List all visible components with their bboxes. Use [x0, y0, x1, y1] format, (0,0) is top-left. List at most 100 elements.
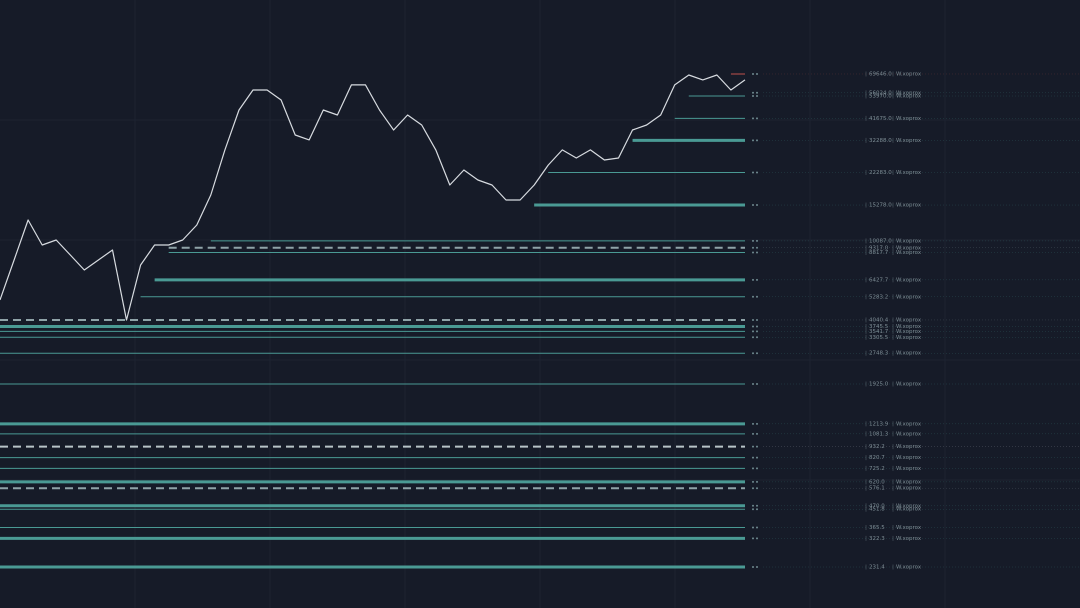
- level-label: 725.2: [869, 466, 885, 472]
- level-dot: [756, 445, 758, 448]
- level-tag: W.xoprox: [896, 444, 922, 450]
- level-tag: W.xoprox: [896, 335, 922, 341]
- level-dot: [756, 278, 758, 281]
- level-dot: [752, 456, 754, 459]
- level-dot: [752, 508, 754, 511]
- level-tag: W.xoprox: [896, 486, 922, 492]
- level-dot: [752, 117, 754, 120]
- level-tag: W.xoprox: [896, 351, 922, 357]
- level-dot: [752, 383, 754, 386]
- level-dot: [756, 526, 758, 529]
- level-label: 576.1: [869, 486, 885, 492]
- level-tag: W.xoprox: [896, 324, 922, 330]
- level-dot: [756, 422, 758, 425]
- level-label: 10087.0: [869, 238, 892, 244]
- level-label: 365.5: [869, 525, 885, 531]
- level-label: 1925.0: [869, 382, 889, 388]
- level-dot: [756, 295, 758, 298]
- level-label: 32288.0: [869, 138, 892, 144]
- level-label: 1081.3: [869, 431, 889, 437]
- level-tag: W.xoprox: [896, 203, 922, 209]
- level-tag: W.xoprox: [896, 170, 922, 176]
- level-tag: W.xoprox: [896, 382, 922, 388]
- level-tag: W.xoprox: [896, 431, 922, 437]
- level-dot: [752, 251, 754, 254]
- level-dot: [756, 504, 758, 507]
- level-dot: [756, 487, 758, 490]
- level-dot: [752, 95, 754, 98]
- level-dot: [752, 352, 754, 355]
- level-label: 932.2: [869, 444, 885, 450]
- level-label: 3305.5: [869, 335, 889, 341]
- level-dot: [756, 117, 758, 120]
- level-label: 41675.0: [869, 116, 892, 122]
- level-dot: [756, 204, 758, 207]
- level-dot: [752, 467, 754, 470]
- level-dot: [756, 325, 758, 328]
- level-label: 53970.0: [869, 94, 892, 100]
- level-dot: [756, 456, 758, 459]
- level-dot: [752, 445, 754, 448]
- level-tag: W.xoprox: [896, 90, 922, 96]
- level-dot: [756, 336, 758, 339]
- level-dot: [752, 318, 754, 321]
- level-dot: [752, 537, 754, 540]
- level-dot: [752, 487, 754, 490]
- level-dot: [756, 566, 758, 569]
- level-dot: [752, 91, 754, 94]
- level-label: 5283.2: [869, 294, 888, 300]
- level-dot: [752, 422, 754, 425]
- level-dot: [752, 325, 754, 328]
- level-dot: [756, 352, 758, 355]
- level-tag: W.xoprox: [896, 479, 922, 485]
- level-label: 451.8: [869, 507, 885, 513]
- level-dot: [752, 480, 754, 483]
- level-dot: [756, 318, 758, 321]
- level-dot: [756, 432, 758, 435]
- level-dot: [752, 239, 754, 242]
- level-dot: [756, 72, 758, 75]
- level-label: 3541.7: [869, 329, 889, 335]
- level-tag: W.xoprox: [896, 466, 922, 472]
- level-dot: [752, 139, 754, 142]
- level-dot: [752, 72, 754, 75]
- level-tag: W.xoprox: [896, 536, 922, 542]
- level-dot: [756, 467, 758, 470]
- level-dot: [756, 139, 758, 142]
- level-tag: W.xoprox: [896, 294, 922, 300]
- level-dot: [752, 278, 754, 281]
- level-label: 3745.5: [869, 324, 889, 330]
- level-tag: W.xoprox: [896, 138, 922, 144]
- level-tag: W.xoprox: [896, 503, 922, 509]
- level-tag: W.xoprox: [896, 71, 922, 77]
- level-dot: [752, 336, 754, 339]
- level-tag: W.xoprox: [896, 238, 922, 244]
- level-tag: W.xoprox: [896, 565, 922, 571]
- level-label: 4040.4: [869, 317, 889, 323]
- level-dot: [752, 504, 754, 507]
- level-tag: W.xoprox: [896, 277, 922, 283]
- level-dot: [756, 246, 758, 249]
- level-dot: [756, 480, 758, 483]
- level-tag: W.xoprox: [896, 116, 922, 122]
- level-tag: W.xoprox: [896, 421, 922, 427]
- level-dot: [756, 537, 758, 540]
- level-label: 56024.0: [869, 90, 892, 96]
- level-tag: W.xoprox: [896, 94, 922, 100]
- level-dot: [752, 526, 754, 529]
- level-label: 231.4: [869, 565, 885, 571]
- level-label: 322.3: [869, 536, 885, 542]
- level-dot: [756, 239, 758, 242]
- level-tag: W.xoprox: [896, 455, 922, 461]
- level-label: 69646.0: [869, 71, 892, 77]
- level-dot: [756, 95, 758, 98]
- level-label: 9317.0: [869, 245, 889, 251]
- level-dot: [756, 330, 758, 333]
- level-label: 620.0: [869, 479, 885, 485]
- level-label: 6427.7: [869, 277, 889, 283]
- level-dot: [752, 295, 754, 298]
- level-label: 15278.0: [869, 203, 892, 209]
- level-dot: [752, 246, 754, 249]
